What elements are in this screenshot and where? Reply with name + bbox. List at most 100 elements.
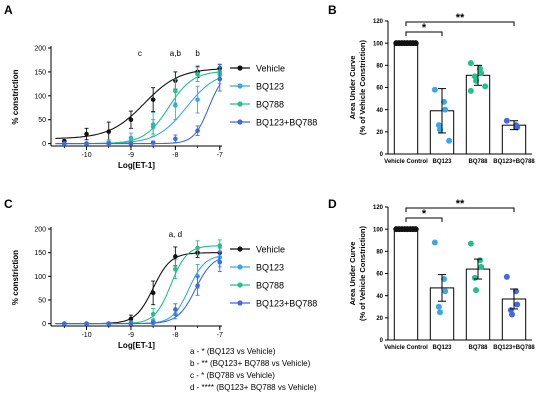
legend-label: BQ123: [256, 263, 284, 273]
data-point: [442, 106, 449, 113]
data-point: [467, 87, 474, 94]
footnote: c - * (BQ788 vs Vehicle): [190, 371, 275, 380]
data-point: [128, 141, 134, 146]
data-point: [150, 97, 156, 102]
y-axis-label: % constriction: [11, 69, 20, 124]
data-point: [478, 263, 485, 270]
y-tick-label: 200: [34, 227, 46, 234]
x-tick-label: BQ123: [432, 159, 452, 165]
y-tick-label: 0: [380, 152, 384, 158]
legend-label: BQ123: [256, 82, 284, 92]
y-tick-label: 0: [380, 338, 384, 344]
data-point: [173, 266, 178, 272]
significance-label: *: [422, 22, 427, 34]
legend-marker: [237, 300, 243, 306]
x-tick-label: -10: [81, 152, 91, 159]
x-tick-label: -10: [81, 332, 91, 339]
panel-label: B: [328, 3, 337, 17]
data-point: [173, 136, 178, 142]
data-point: [195, 245, 200, 251]
y-tick-label: 200: [34, 46, 46, 53]
data-point: [509, 311, 515, 318]
y-axis-label: % constriction: [11, 250, 20, 305]
x-tick-label: Vehicle Control: [384, 345, 428, 351]
panel-label: C: [4, 197, 13, 211]
significance-label: **: [456, 12, 465, 24]
data-point: [503, 117, 510, 124]
y-axis-label: (% of Vehicle Constriction): [358, 39, 367, 135]
panel-label: D: [328, 197, 337, 211]
y-tick-label: 50: [38, 297, 46, 304]
x-tick-label: -7: [217, 152, 223, 159]
data-point: [442, 288, 449, 295]
y-axis-label: Area Under Curve: [348, 242, 357, 306]
legend-label: BQ123+BQ788: [256, 118, 317, 128]
data-point: [437, 309, 443, 316]
x-tick-label: -7: [217, 332, 223, 339]
data-point: [128, 321, 134, 326]
data-point: [482, 83, 489, 90]
panel-d: D 0 20 40 60 80 100 120 Area Under Curve (% of Ve…: [328, 197, 535, 351]
legend-marker: [237, 264, 243, 270]
legend-label: Vehicle: [256, 245, 285, 255]
data-point: [173, 307, 178, 312]
data-point: [150, 124, 156, 130]
bar: [465, 268, 491, 341]
data-point: [173, 254, 178, 259]
x-tick-label: BQ788: [468, 345, 488, 351]
x-tick-label: -8: [172, 152, 178, 159]
x-tick-label: -9: [128, 152, 134, 159]
legend-marker: [237, 119, 243, 125]
bar: [393, 228, 419, 341]
data-point: [128, 117, 134, 123]
bar: [393, 42, 419, 155]
y-tick-label: 0: [42, 321, 46, 328]
y-tick-label: 50: [38, 117, 46, 124]
data-point: [150, 140, 156, 145]
legend-label: BQ123+BQ788: [256, 299, 317, 309]
data-point: [106, 141, 112, 146]
data-point: [106, 321, 112, 326]
y-tick-label: 120: [373, 19, 384, 25]
data-point: [514, 301, 521, 308]
x-tick-label: -9: [128, 332, 134, 339]
annotation: a,b: [170, 49, 182, 58]
data-point: [446, 137, 453, 144]
y-tick-label: 20: [376, 316, 383, 322]
annotation: a, d: [169, 230, 182, 239]
y-tick-label: 40: [376, 108, 383, 114]
fit-curve: [55, 245, 220, 325]
data-point: [150, 320, 156, 325]
y-axis-label: Area Under Curve: [348, 56, 357, 120]
data-point: [150, 311, 156, 317]
x-tick-label: Vehicle Control: [384, 159, 428, 165]
data-point: [412, 226, 419, 233]
data-point: [195, 97, 200, 102]
data-point: [195, 71, 200, 77]
x-tick-label: BQ123+BQ788: [493, 345, 535, 351]
data-point: [195, 283, 200, 289]
legend-marker: [237, 246, 243, 252]
data-point: [217, 243, 223, 248]
legend-label: BQ788: [256, 100, 284, 110]
y-tick-label: 100: [34, 274, 46, 281]
y-tick-label: 100: [373, 227, 384, 233]
data-point: [431, 86, 438, 93]
data-point: [217, 259, 223, 265]
y-tick-label: 20: [376, 130, 383, 136]
x-tick-label: BQ123+BQ788: [493, 159, 535, 165]
significance-label: **: [456, 198, 465, 210]
footnote: a - * (BQ123 vs Vehicle): [190, 347, 276, 356]
legend-marker: [237, 65, 243, 71]
legend-marker: [237, 83, 243, 89]
y-tick-label: 100: [34, 93, 46, 100]
y-tick-label: 60: [376, 272, 383, 278]
panel-b: B 0 20 40 60 80 100 120 Area Under Curve (% of Ve…: [328, 3, 535, 165]
annotation: c: [138, 49, 142, 58]
panel-c: C 0 50 100 150 200 -10 -9 -8 -7 Log[ET-1] % constri…: [4, 197, 317, 392]
data-point: [195, 128, 200, 134]
legend-marker: [237, 101, 243, 107]
y-tick-label: 120: [373, 205, 384, 211]
fit-curve: [55, 68, 220, 139]
significance-bracket: [405, 217, 443, 222]
